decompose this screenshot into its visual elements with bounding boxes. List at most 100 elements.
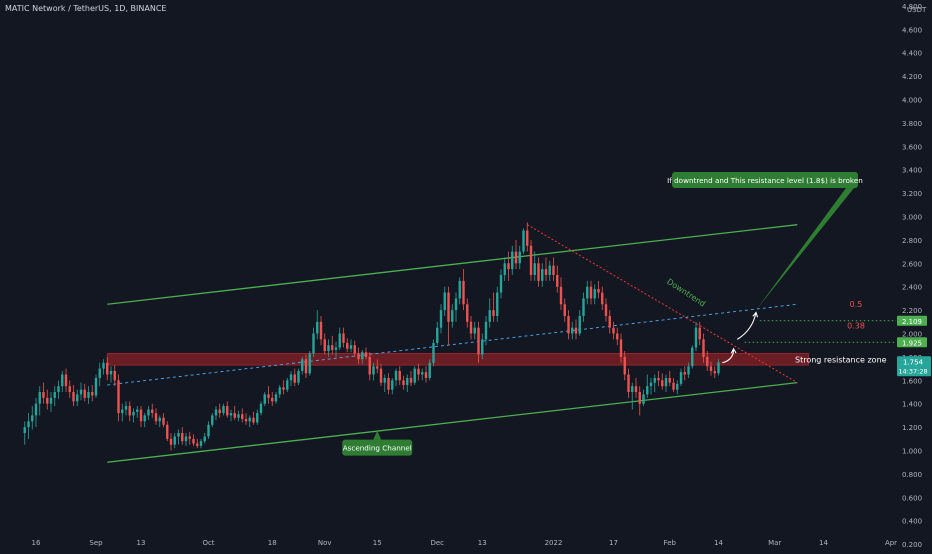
x-tick-label: 14	[819, 539, 828, 547]
y-tick-label: 1.400	[902, 401, 922, 409]
candle-body	[646, 386, 649, 395]
candle-body	[571, 327, 574, 334]
candle-body	[698, 327, 701, 340]
candle-body	[612, 327, 615, 334]
y-tick-label: 0.600	[902, 494, 922, 502]
candle-body	[222, 406, 225, 414]
candle-body	[34, 403, 38, 416]
candle-body	[563, 304, 566, 316]
fib-axis-badge	[897, 337, 927, 348]
y-tick-label: 2.200	[902, 307, 922, 315]
candle-body	[597, 289, 600, 293]
candle-body	[338, 333, 341, 348]
candle-body	[76, 394, 79, 402]
candle-body	[267, 394, 270, 398]
projection-arrow-head	[752, 311, 759, 318]
currency-label: USDT	[907, 6, 927, 14]
candle-body	[304, 359, 308, 374]
candle-body	[548, 265, 551, 275]
candle-body	[282, 387, 285, 390]
candle-body	[503, 263, 506, 275]
candle-body	[394, 370, 398, 381]
callout-pointer	[756, 188, 854, 311]
candle-body	[61, 374, 64, 387]
candle-body	[218, 409, 221, 414]
candle-body	[98, 368, 101, 378]
projection-arrow	[736, 312, 757, 340]
candle-body	[196, 443, 199, 446]
channel-label: Ascending Channel	[343, 444, 412, 453]
candle-body	[316, 321, 319, 334]
candle-body	[162, 417, 165, 425]
candle-body	[466, 304, 469, 322]
candle-body	[136, 409, 139, 412]
candle-body	[604, 304, 608, 316]
candle-body	[342, 333, 345, 343]
candle-body	[717, 362, 720, 374]
fib-axis-label: 1.925	[902, 339, 922, 347]
candle-body	[312, 333, 315, 354]
fib-axis-badge	[897, 315, 927, 326]
candle-body	[364, 352, 368, 357]
candle-body	[173, 436, 176, 445]
candle-body	[529, 245, 533, 275]
candle-body	[87, 392, 90, 398]
candle-body	[139, 409, 143, 422]
candle-body	[199, 441, 203, 446]
x-tick-label: 13	[478, 539, 487, 547]
candle-body	[709, 366, 713, 371]
candle-body	[319, 321, 323, 340]
candle-body	[507, 263, 510, 270]
channel-label-box	[342, 439, 413, 456]
x-tick-label: 2022	[545, 539, 563, 547]
y-tick-label: 4.600	[902, 26, 922, 34]
candle-body	[241, 414, 244, 419]
candle-body	[484, 321, 488, 340]
candle-body	[556, 275, 559, 287]
candle-body	[177, 432, 180, 437]
x-tick-label: 17	[609, 539, 618, 547]
candle-body	[511, 251, 514, 270]
candle-body	[398, 370, 401, 381]
candle-body	[439, 310, 443, 328]
fib-axis-label: 2.109	[902, 318, 922, 326]
candle-body	[109, 370, 113, 375]
candle-body	[132, 411, 135, 416]
candle-body	[27, 421, 30, 428]
y-tick-label: 4.800	[902, 3, 922, 11]
projection-arrow-head	[730, 347, 737, 354]
candle-body	[499, 275, 503, 293]
candle-body	[567, 315, 570, 334]
candle-body	[361, 352, 364, 360]
candle-body	[601, 292, 604, 305]
candle-body	[387, 377, 390, 390]
candle-body	[46, 397, 49, 404]
candle-body	[668, 377, 671, 383]
candle-body	[391, 380, 394, 390]
candle-body	[634, 386, 638, 393]
candle-body	[694, 327, 698, 348]
candle-body	[248, 417, 251, 422]
y-tick-label: 2.000	[902, 331, 922, 339]
candle-body	[619, 339, 623, 357]
candle-body	[473, 327, 476, 334]
candle-body	[357, 353, 360, 360]
candle-body	[256, 413, 259, 423]
candle-body	[574, 327, 578, 334]
x-tick-label: Sep	[89, 539, 103, 547]
x-tick-label: Apr	[885, 539, 897, 547]
candle-body	[49, 397, 53, 404]
candle-body	[627, 374, 630, 393]
x-tick-label: Oct	[202, 539, 214, 547]
candle-body	[323, 339, 326, 352]
candle-body	[417, 368, 420, 375]
x-tick-label: 15	[373, 539, 382, 547]
y-tick-label: 4.000	[902, 96, 922, 104]
candle-body	[124, 406, 128, 410]
x-tick-label: 16	[32, 539, 41, 547]
candle-body	[117, 380, 120, 414]
candle-body	[68, 386, 71, 393]
